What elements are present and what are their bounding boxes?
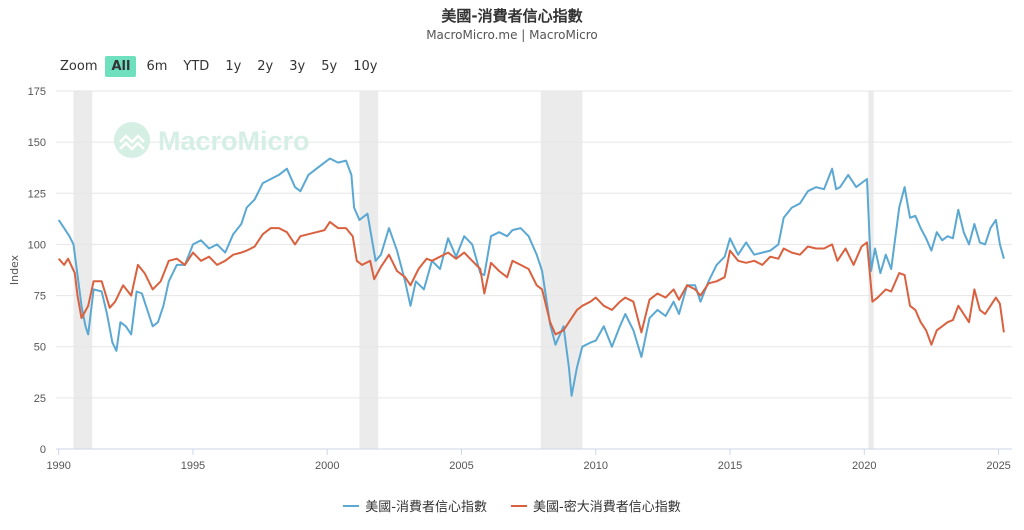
legend-item-consumer-confidence[interactable]: 美國-消費者信心指數 (343, 496, 487, 515)
x-tick-label: 2020 (852, 460, 876, 472)
zoom-bar: Zoom All 6m YTD 1y 2y 3y 5y 10y (60, 56, 387, 77)
watermark-logo: MacroMicro (114, 122, 310, 158)
y-tick-label: 25 (34, 393, 46, 405)
x-tick-label: 2000 (315, 460, 339, 472)
y-tick-label: 125 (28, 188, 46, 200)
axes: 0 25 50 75 100 125 150 175 1990 1995 2000 2005 2010 2… (28, 86, 1012, 472)
zoom-label: Zoom (60, 59, 98, 74)
y-tick-label: 175 (28, 86, 46, 98)
watermark-logo-icon (114, 122, 150, 158)
chart-title: 美國-消費者信心指數 (441, 7, 583, 25)
y-tick-label: 0 (40, 444, 46, 456)
x-tick-label: 2025 (986, 460, 1010, 472)
legend-label: 美國-消費者信心指數 (365, 500, 487, 515)
zoom-button-6m[interactable]: 6m (146, 59, 168, 74)
watermark-text: MacroMicro (158, 126, 310, 156)
zoom-button-5y[interactable]: 5y (321, 59, 338, 74)
y-tick-label: 50 (34, 342, 46, 354)
series-line-0[interactable] (57, 157, 1005, 397)
zoom-button-3y[interactable]: 3y (289, 59, 306, 74)
zoom-button-1y[interactable]: 1y (225, 59, 242, 74)
recession-band-2 (540, 91, 583, 449)
recession-band-0 (73, 91, 93, 449)
y-tick-label: 75 (34, 291, 46, 303)
legend-item-michigan-sentiment[interactable]: 美國-密大消費者信心指數 (511, 496, 681, 515)
watermark-wave-icon (119, 134, 145, 151)
legend-label: 美國-密大消費者信心指數 (533, 500, 681, 515)
zoom-button-2y[interactable]: 2y (257, 59, 274, 74)
series-line-1[interactable] (57, 220, 1005, 346)
legend-swatch-red (511, 504, 527, 507)
zoom-button-10y[interactable]: 10y (353, 59, 378, 74)
y-tick-label: 150 (28, 137, 46, 149)
x-tick-label: 1990 (46, 460, 70, 472)
zoom-button-all[interactable]: All (105, 56, 137, 77)
y-axis-label: Index (8, 254, 21, 285)
series-lines (57, 157, 1005, 397)
y-tick-label: 100 (28, 239, 46, 251)
chart-subtitle: MacroMicro.me | MacroMicro (426, 28, 598, 42)
zoom-button-ytd[interactable]: YTD (183, 59, 210, 74)
legend-swatch-blue (343, 504, 360, 507)
x-tick-label: 1995 (181, 460, 205, 472)
recession-band-1 (359, 91, 379, 449)
x-tick-label: 2005 (449, 460, 473, 472)
x-tick-label: 2010 (584, 460, 608, 472)
x-tick-label: 2015 (718, 460, 742, 472)
legend: 美國-消費者信心指數 美國-密大消費者信心指數 (0, 496, 1024, 515)
